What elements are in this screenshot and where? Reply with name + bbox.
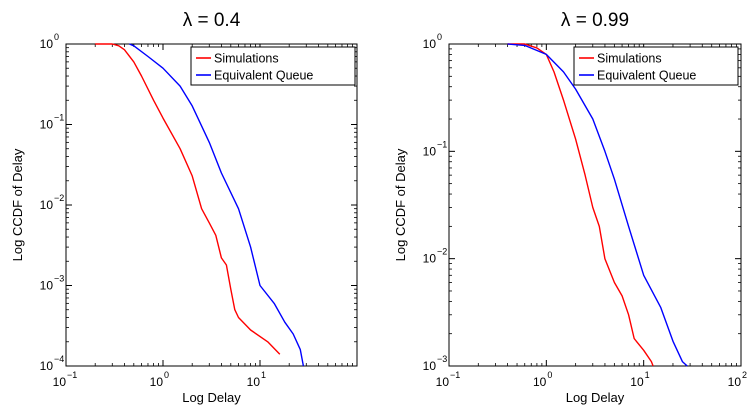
series-line-simulations [507, 43, 654, 367]
y-tick-label-exponent: −1 [437, 139, 447, 149]
series-line-simulations [95, 43, 281, 355]
x-tick-label-base: 10 [728, 375, 742, 389]
y-tick-label-base: 10 [40, 279, 54, 293]
y-tick-label-exponent: −4 [54, 354, 64, 364]
legend: Simulations Equivalent Queue [190, 46, 356, 86]
x-axis-label: Log Delay [182, 390, 241, 405]
y-tick-label-exponent: 0 [54, 32, 59, 42]
x-tick-label-exponent: −1 [67, 370, 77, 380]
y-tick-label-base: 10 [40, 359, 54, 373]
y-tick-label-base: 10 [423, 37, 437, 51]
y-axis-label: Log CCDF of Delay [10, 148, 25, 261]
series-line-equivalent-queue [507, 43, 688, 367]
y-tick-label-base: 10 [40, 198, 54, 212]
y-tick-label-base: 10 [423, 144, 437, 158]
legend-box [190, 46, 356, 86]
legend-label-simulations: Simulations [597, 52, 662, 66]
x-tick-label-base: 10 [150, 375, 164, 389]
x-tick-label-exponent: 0 [547, 370, 552, 380]
x-tick-label-exponent: −1 [450, 370, 460, 380]
chart-title: λ = 0.4 [183, 10, 241, 31]
x-tick-label-base: 10 [630, 375, 644, 389]
x-tick-label-base: 10 [533, 375, 547, 389]
y-tick-label-base: 10 [423, 359, 437, 373]
chart-title: λ = 0.99 [561, 10, 629, 31]
legend-label-equivalent-queue: Equivalent Queue [597, 69, 696, 83]
legend-box [573, 46, 739, 86]
y-tick-label-base: 10 [40, 118, 54, 132]
plot-area-frame [65, 43, 358, 367]
x-tick-label-base: 10 [247, 375, 261, 389]
chart-panel-left: λ = 0.410 −1 10 0 10 110 −410 −310 −210 −110 0Log … [10, 10, 358, 405]
plot-area-frame [448, 43, 742, 367]
y-axis-label: Log CCDF of Delay [393, 148, 408, 261]
y-tick-label-exponent: −3 [437, 354, 447, 364]
x-tick-label-exponent: 1 [645, 370, 650, 380]
x-tick-label-exponent: 2 [742, 370, 747, 380]
y-tick-label-exponent: −1 [54, 113, 64, 123]
y-tick-label-exponent: −2 [54, 193, 64, 203]
y-tick-label-base: 10 [423, 252, 437, 266]
legend-label-simulations: Simulations [214, 52, 279, 66]
x-tick-label-base: 10 [53, 375, 67, 389]
x-tick-label-base: 10 [436, 375, 450, 389]
y-tick-label-exponent: −3 [54, 274, 64, 284]
y-tick-label-exponent: 0 [437, 32, 442, 42]
x-tick-label-exponent: 1 [261, 370, 266, 380]
y-tick-label-exponent: −2 [437, 247, 447, 257]
legend-label-equivalent-queue: Equivalent Queue [214, 69, 313, 83]
legend: Simulations Equivalent Queue [573, 46, 739, 86]
x-axis-label: Log Delay [566, 390, 625, 405]
y-tick-label-base: 10 [40, 37, 54, 51]
series-line-equivalent-queue [129, 43, 305, 367]
x-tick-label-exponent: 0 [164, 370, 169, 380]
